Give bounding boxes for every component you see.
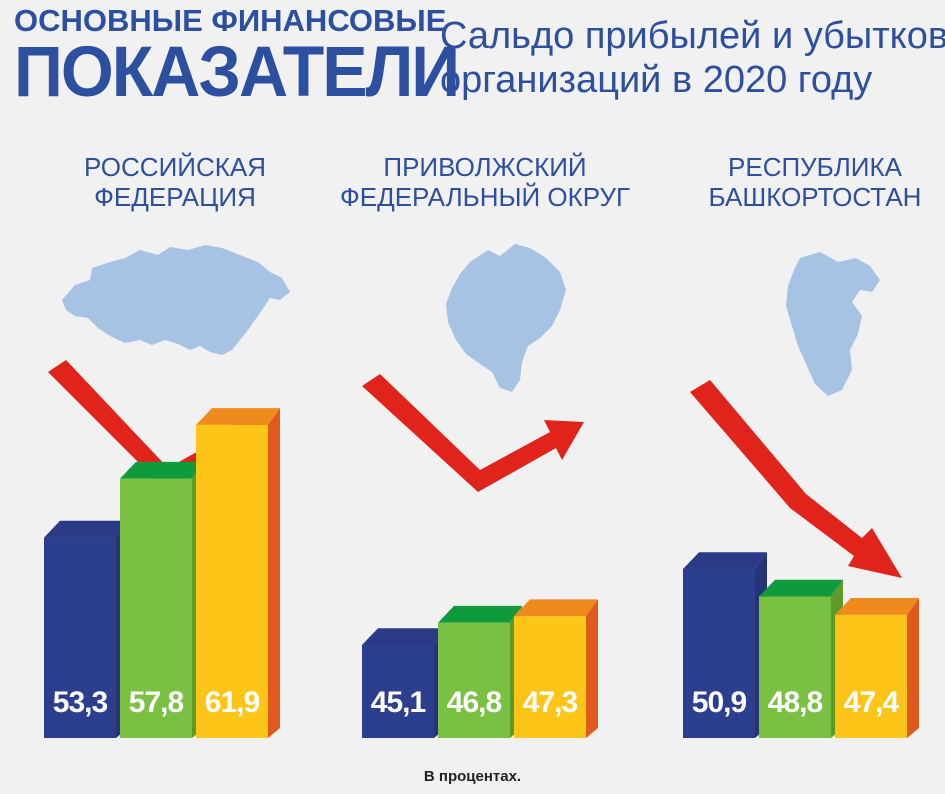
bar-side xyxy=(268,408,280,738)
bar xyxy=(44,537,116,738)
trend-arrow-icon xyxy=(690,380,902,578)
bar-value-label: 61,9 xyxy=(205,686,260,719)
region-title-russia: РОССИЙСКАЯ ФЕДЕРАЦИЯ xyxy=(55,152,295,212)
bar-top xyxy=(759,579,843,597)
trend-arrow-icon xyxy=(362,374,584,492)
bar xyxy=(835,614,907,738)
bar-value-label: 45,1 xyxy=(371,686,426,719)
bashkortostan-map-icon xyxy=(786,252,880,396)
russia-map-icon xyxy=(62,245,290,355)
region-title-line: РОССИЙСКАЯ xyxy=(84,152,266,182)
bar-value-label: 47,3 xyxy=(523,686,578,719)
bar-value-label: 53,3 xyxy=(53,686,108,719)
bar xyxy=(120,478,192,738)
region-title-bashkortostan: РЕСПУБЛИКА БАШКОРТОСТАН xyxy=(690,152,940,212)
subtitle-line1: Сальдо прибылей и убытков xyxy=(440,15,945,57)
bar xyxy=(514,616,586,738)
bar-top xyxy=(835,598,919,615)
units-footnote: В процентах. xyxy=(423,768,522,785)
bar xyxy=(759,596,831,738)
subtitle-line2: организаций в 2020 году xyxy=(440,59,873,101)
bar-value-label: 57,8 xyxy=(129,686,184,719)
header-line2: ПОКАЗАТЕЛИ xyxy=(14,31,460,112)
bar-value-label: 48,8 xyxy=(768,686,823,719)
footer-strip xyxy=(0,742,945,794)
bar-group: 50,9 48,8 47,4 xyxy=(683,552,919,738)
bar-group: 53,3 57,8 61,9 xyxy=(44,408,280,738)
bar-top xyxy=(683,552,767,570)
bar-group: 45,1 46,8 47,3 xyxy=(362,599,598,738)
bar-value-label: 47,4 xyxy=(844,686,900,719)
bar xyxy=(683,569,755,738)
bar-side xyxy=(586,599,598,738)
bar-top xyxy=(44,520,128,538)
bar-side xyxy=(907,598,919,738)
region-title-line: ПРИВОЛЖСКИЙ xyxy=(383,152,587,182)
region-title-line: ФЕДЕРАЛЬНЫЙ ОКРУГ xyxy=(340,182,631,212)
bar-top xyxy=(120,461,204,479)
bar-value-label: 50,9 xyxy=(692,686,747,719)
header-line1: ОСНОВНЫЕ ФИНАНСОВЫЕ xyxy=(14,3,447,38)
header-title-block: ОСНОВНЫЕ ФИНАНСОВЫЕ ПОКАЗАТЕЛИ xyxy=(14,3,460,112)
bar-top xyxy=(514,599,598,617)
bar-top xyxy=(438,605,522,623)
bar-value-label: 46,8 xyxy=(447,686,502,719)
region-title-line: РЕСПУБЛИКА xyxy=(728,152,902,182)
bar xyxy=(438,622,510,738)
bar xyxy=(196,424,268,738)
region-title-line: БАШКОРТОСТАН xyxy=(708,182,922,212)
bar xyxy=(362,644,434,738)
volga-district-map-icon xyxy=(446,244,566,392)
chart-subtitle: Сальдо прибылей и убытков организаций в … xyxy=(440,14,945,102)
bar-top xyxy=(196,408,280,425)
bar-top xyxy=(362,628,446,645)
bars-layer: 53,3 57,8 61,9 45,1 46,8 47,3 50,9 48,8 47,4 xyxy=(44,408,919,738)
region-title-volga: ПРИВОЛЖСКИЙ ФЕДЕРАЛЬНЫЙ ОКРУГ xyxy=(340,152,630,212)
region-title-line: ФЕДЕРАЦИЯ xyxy=(94,182,256,212)
